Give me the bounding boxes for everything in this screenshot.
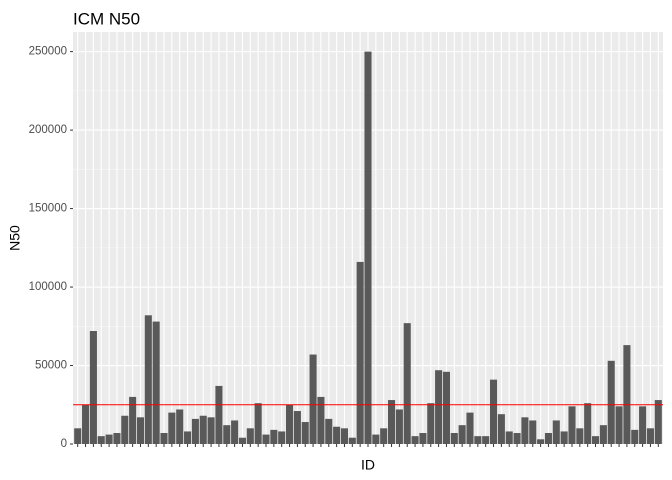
bar <box>223 425 231 444</box>
y-tick-label: 50000 <box>35 360 67 372</box>
bar <box>254 403 262 444</box>
bar <box>388 400 396 444</box>
bar <box>113 433 121 444</box>
bar <box>654 400 662 444</box>
bar <box>238 437 246 444</box>
chart-title: ICM N50 <box>73 9 140 28</box>
bar <box>262 434 270 444</box>
bar <box>286 404 294 444</box>
bar <box>380 428 388 444</box>
bar <box>442 371 450 444</box>
bar <box>191 418 199 444</box>
bar <box>129 396 137 444</box>
bar <box>82 404 90 444</box>
bar <box>591 436 600 444</box>
bar <box>293 411 301 444</box>
bar <box>246 428 254 444</box>
bar <box>466 412 474 444</box>
y-tick-label: 0 <box>61 438 67 450</box>
bar <box>176 409 184 444</box>
bar <box>607 360 615 444</box>
bar <box>356 261 364 444</box>
bar <box>152 321 160 444</box>
bar <box>301 422 309 444</box>
bar <box>168 412 176 444</box>
bar <box>215 385 223 444</box>
bar <box>568 406 576 444</box>
bar <box>184 431 192 444</box>
bar <box>395 409 403 444</box>
bar <box>97 436 105 444</box>
bar <box>482 436 490 444</box>
bar <box>615 406 623 444</box>
bar <box>552 420 560 444</box>
bar <box>435 370 443 444</box>
bar <box>199 415 207 444</box>
bar <box>372 434 380 444</box>
bar <box>317 396 325 444</box>
bar <box>646 428 654 444</box>
bar <box>333 426 341 444</box>
bar <box>136 417 145 444</box>
bar <box>560 431 568 444</box>
bar <box>427 403 435 444</box>
bar <box>474 436 482 444</box>
bar <box>497 414 505 444</box>
bar <box>231 420 239 444</box>
y-tick-label: 100000 <box>29 281 67 293</box>
y-tick-label: 250000 <box>29 46 67 58</box>
bar <box>576 428 584 444</box>
bar <box>89 330 97 444</box>
bar <box>521 417 529 444</box>
x-axis-ticks <box>77 444 659 447</box>
bar <box>411 436 419 444</box>
bar <box>513 433 521 444</box>
bar <box>450 433 458 444</box>
y-tick-label: 200000 <box>29 124 67 136</box>
bar <box>121 415 129 444</box>
bar <box>537 439 545 444</box>
bar <box>584 403 592 444</box>
bar <box>490 379 498 444</box>
bar <box>325 418 333 444</box>
bar <box>364 51 372 444</box>
bar <box>623 345 631 444</box>
bar <box>144 315 152 444</box>
bar <box>270 429 278 444</box>
bar <box>631 429 639 444</box>
bar <box>160 433 168 444</box>
y-axis-ticks: 0 50000 100000 150000 200000 250000 <box>29 46 73 450</box>
bar <box>639 406 647 444</box>
bar <box>207 417 215 444</box>
bar <box>458 425 466 444</box>
bar <box>340 428 348 444</box>
bar <box>599 425 607 444</box>
y-tick-label: 150000 <box>29 203 67 215</box>
bar <box>505 431 513 444</box>
bar <box>74 428 82 444</box>
bars <box>74 51 662 444</box>
bar <box>348 437 356 444</box>
bar <box>309 354 317 444</box>
y-axis-title: N50 <box>7 225 23 251</box>
bar <box>419 433 427 444</box>
bar <box>278 431 286 444</box>
bar <box>105 434 113 444</box>
x-axis-title: ID <box>361 457 375 473</box>
bar <box>544 433 552 444</box>
bar <box>529 420 537 444</box>
bar <box>403 323 411 444</box>
